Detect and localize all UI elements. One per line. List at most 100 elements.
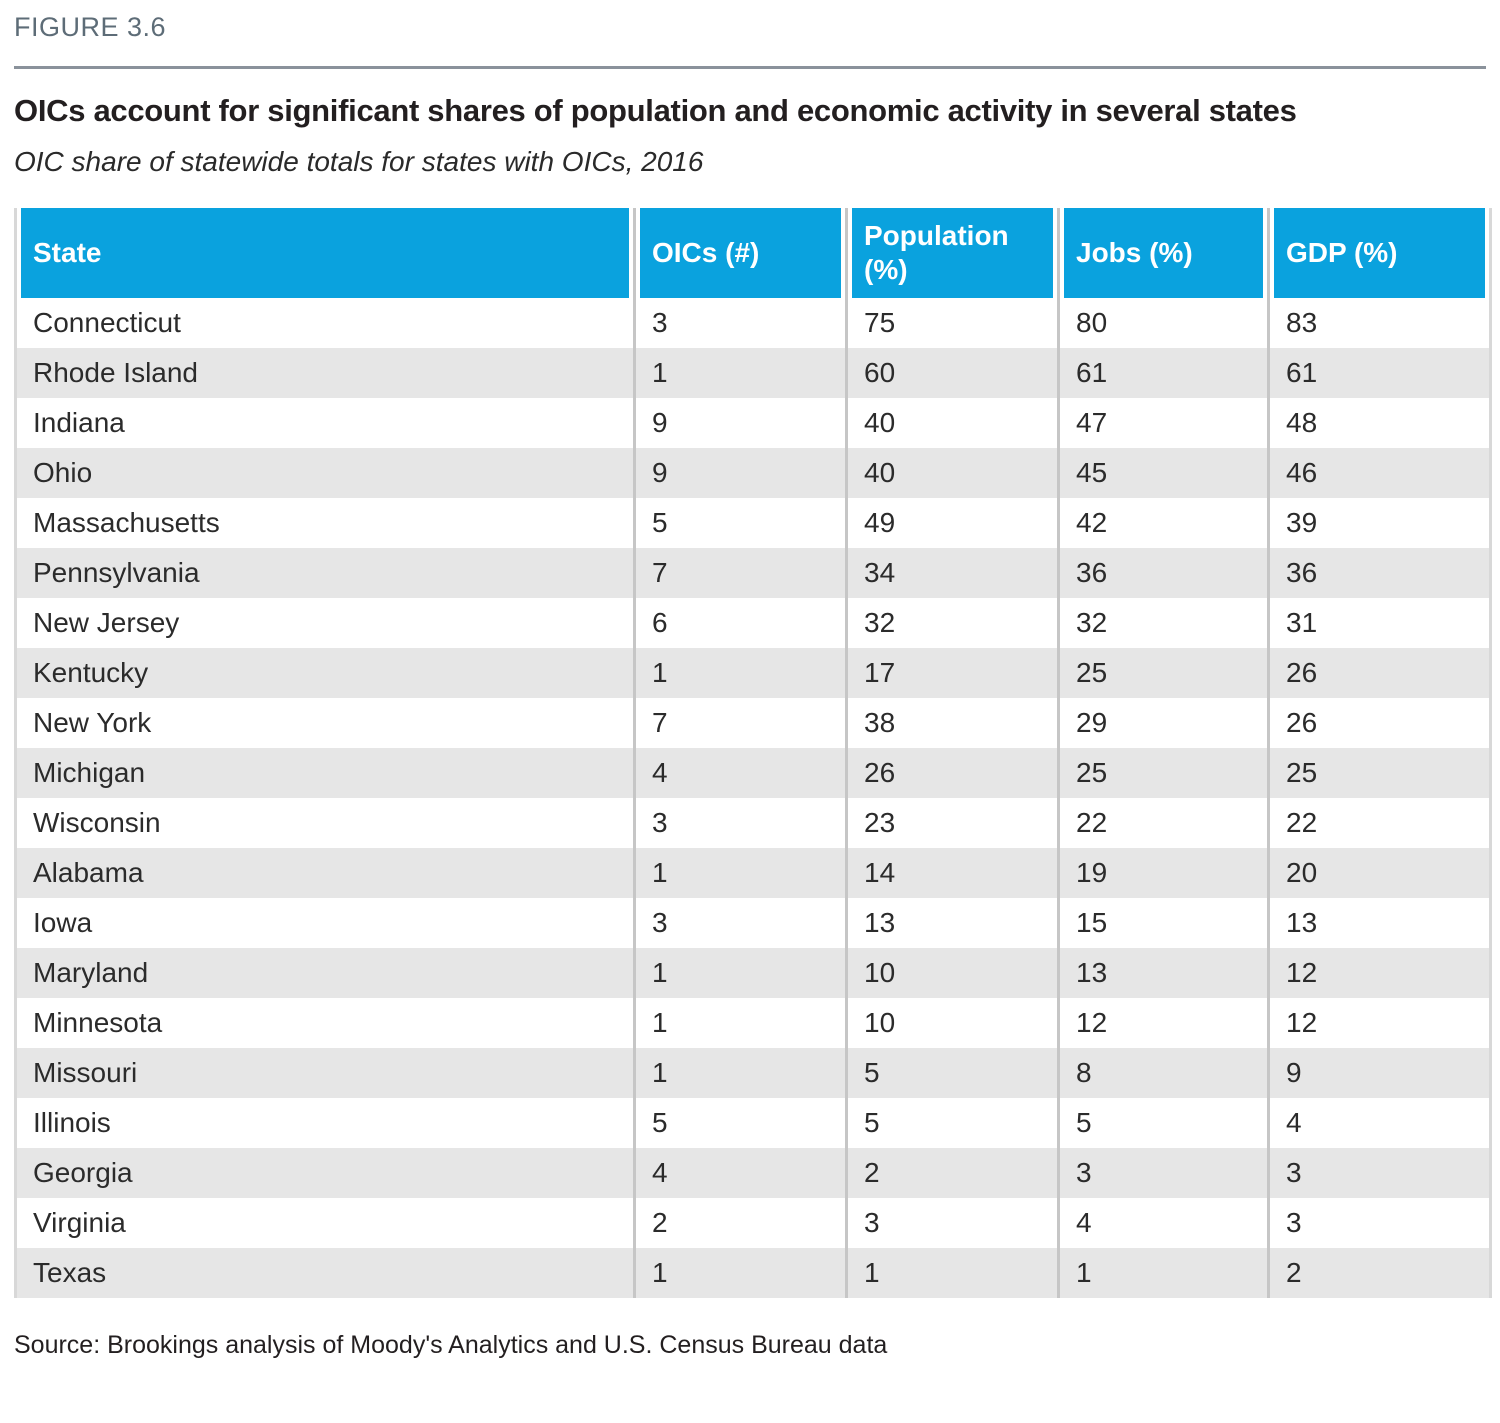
table-header-row: State OICs (#) Population (%) Jobs (%) GDP (… [17,208,1489,299]
table-header: State OICs (#) Population (%) Jobs (%) GDP (… [17,208,1489,299]
table-row-new-jersey: New Jersey 6 32 32 31 [17,598,1489,649]
table-body: Connecticut 3 75 80 83 Rhode Island 1 60 61 61 Ind… [17,298,1489,1299]
value-cell-population: 40 [845,398,1057,449]
figure-number-label: FIGURE 3.6 [14,12,167,42]
value-cell-gdp: 12 [1267,948,1489,999]
value-cell-jobs: 1 [1057,1248,1267,1299]
value-cell-oics: 1 [633,1248,845,1299]
value-cell-population: 49 [845,498,1057,549]
value-cell-population: 40 [845,448,1057,499]
value-cell-gdp: 20 [1267,848,1489,899]
value-cell-gdp: 12 [1267,998,1489,1049]
value-cell-gdp: 9 [1267,1048,1489,1099]
table-row-ohio: Ohio 9 40 45 46 [17,448,1489,499]
state-name-cell: Ohio [17,448,633,499]
state-name-cell: Iowa [17,898,633,949]
value-cell-oics: 5 [633,1098,845,1149]
table-row-new-york: New York 7 38 29 26 [17,698,1489,749]
value-cell-population: 10 [845,948,1057,999]
column-header-gdp: GDP (%) [1267,208,1489,299]
value-cell-population: 5 [845,1098,1057,1149]
value-cell-population: 3 [845,1198,1057,1249]
value-cell-jobs: 5 [1057,1098,1267,1149]
value-cell-oics: 7 [633,698,845,749]
value-cell-population: 13 [845,898,1057,949]
value-cell-oics: 3 [633,798,845,849]
table-row-rhode-island: Rhode Island 1 60 61 61 [17,348,1489,399]
value-cell-gdp: 83 [1267,298,1489,349]
value-cell-gdp: 26 [1267,698,1489,749]
value-cell-gdp: 26 [1267,648,1489,699]
value-cell-oics: 4 [633,748,845,799]
value-cell-oics: 7 [633,548,845,599]
table-row-pennsylvania: Pennsylvania 7 34 36 36 [17,548,1489,599]
value-cell-population: 38 [845,698,1057,749]
value-cell-oics: 3 [633,298,845,349]
value-cell-jobs: 80 [1057,298,1267,349]
value-cell-gdp: 25 [1267,748,1489,799]
state-name-cell: Indiana [17,398,633,449]
source-note: Source: Brookings analysis of Moody's An… [14,1331,888,1360]
state-name-cell: Maryland [17,948,633,999]
value-cell-gdp: 36 [1267,548,1489,599]
state-name-cell: Illinois [17,1098,633,1149]
value-cell-population: 17 [845,648,1057,699]
value-cell-gdp: 61 [1267,348,1489,399]
table-row-maryland: Maryland 1 10 13 12 [17,948,1489,999]
state-name-cell: Alabama [17,848,633,899]
value-cell-oics: 2 [633,1198,845,1249]
value-cell-jobs: 13 [1057,948,1267,999]
value-cell-gdp: 46 [1267,448,1489,499]
value-cell-oics: 1 [633,848,845,899]
value-cell-population: 26 [845,748,1057,799]
state-name-cell: Rhode Island [17,348,633,399]
table-row-indiana: Indiana 9 40 47 48 [17,398,1489,449]
value-cell-population: 23 [845,798,1057,849]
state-name-cell: Wisconsin [17,798,633,849]
table-row-georgia: Georgia 4 2 3 3 [17,1148,1489,1199]
value-cell-gdp: 39 [1267,498,1489,549]
figure-subtitle: OIC share of statewide totals for states… [14,146,704,178]
state-name-cell: Michigan [17,748,633,799]
value-cell-population: 14 [845,848,1057,899]
table-row-minnesota: Minnesota 1 10 12 12 [17,998,1489,1049]
value-cell-jobs: 25 [1057,648,1267,699]
value-cell-gdp: 2 [1267,1248,1489,1299]
value-cell-oics: 1 [633,1048,845,1099]
table-row-michigan: Michigan 4 26 25 25 [17,748,1489,799]
value-cell-oics: 1 [633,948,845,999]
value-cell-jobs: 8 [1057,1048,1267,1099]
column-header-population: Population (%) [845,208,1057,299]
value-cell-jobs: 36 [1057,548,1267,599]
figure-title: OICs account for significant shares of p… [14,93,1297,128]
value-cell-oics: 1 [633,648,845,699]
column-header-state: State [17,208,633,299]
value-cell-oics: 5 [633,498,845,549]
column-header-oics: OICs (#) [633,208,845,299]
value-cell-jobs: 25 [1057,748,1267,799]
value-cell-jobs: 32 [1057,598,1267,649]
oic-state-table: State OICs (#) Population (%) Jobs (%) GDP (… [14,208,1492,1299]
state-name-cell: Georgia [17,1148,633,1199]
value-cell-gdp: 13 [1267,898,1489,949]
value-cell-population: 5 [845,1048,1057,1099]
state-name-cell: Pennsylvania [17,548,633,599]
value-cell-jobs: 47 [1057,398,1267,449]
value-cell-oics: 6 [633,598,845,649]
value-cell-gdp: 3 [1267,1148,1489,1199]
value-cell-jobs: 42 [1057,498,1267,549]
state-name-cell: Connecticut [17,298,633,349]
table-row-massachusetts: Massachusetts 5 49 42 39 [17,498,1489,549]
column-header-jobs: Jobs (%) [1057,208,1267,299]
table-row-wisconsin: Wisconsin 3 23 22 22 [17,798,1489,849]
table-row-iowa: Iowa 3 13 15 13 [17,898,1489,949]
value-cell-oics: 1 [633,348,845,399]
value-cell-gdp: 3 [1267,1198,1489,1249]
value-cell-jobs: 22 [1057,798,1267,849]
state-name-cell: New Jersey [17,598,633,649]
table-row-texas: Texas 1 1 1 2 [17,1248,1489,1299]
table-row-alabama: Alabama 1 14 19 20 [17,848,1489,899]
value-cell-population: 75 [845,298,1057,349]
value-cell-population: 2 [845,1148,1057,1199]
